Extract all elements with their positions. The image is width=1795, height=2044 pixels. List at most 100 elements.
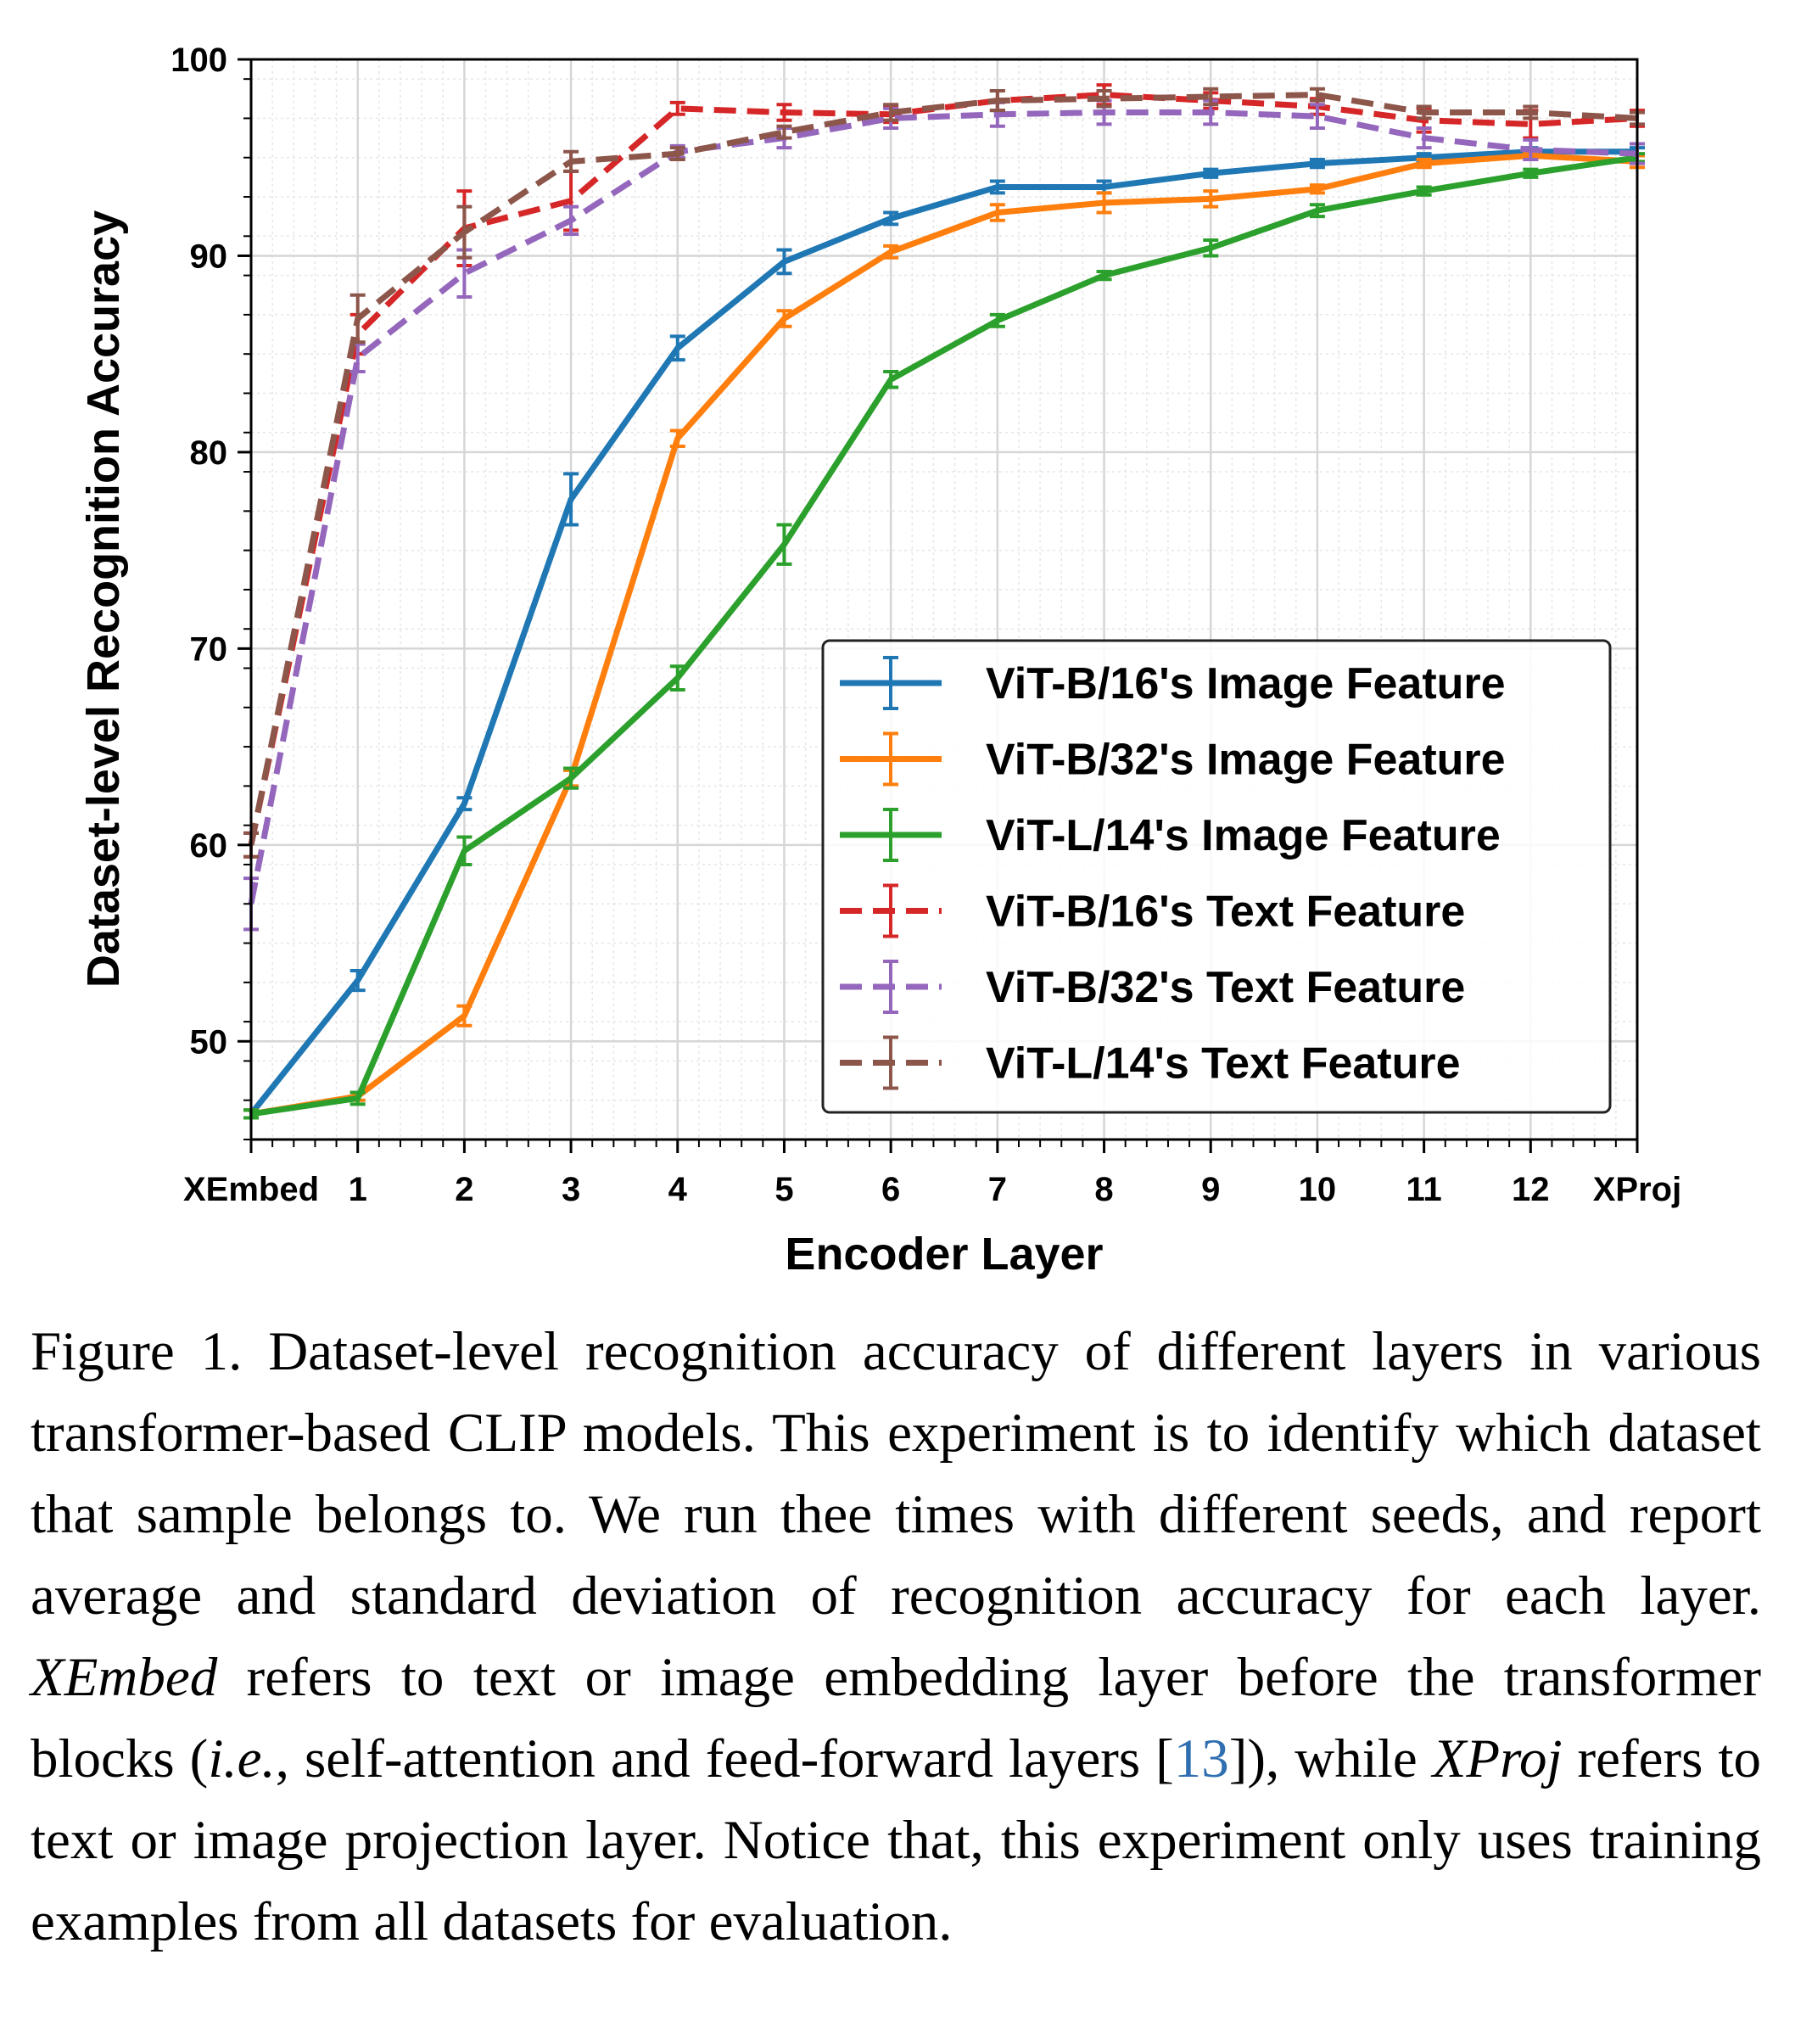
- data-point: [782, 110, 786, 115]
- data-point: [569, 497, 573, 501]
- data-point: [1422, 189, 1426, 193]
- plot-frame: [249, 58, 1639, 1141]
- y-tick-label: 80: [190, 434, 228, 472]
- data-point: [355, 356, 360, 360]
- x-tick-label: 2: [455, 1171, 473, 1208]
- data-point: [675, 676, 679, 680]
- data-point: [462, 1014, 467, 1018]
- x-tick-label: 5: [774, 1171, 793, 1208]
- y-tick-label: 70: [190, 630, 228, 668]
- data-point: [355, 978, 360, 983]
- data-point: [995, 185, 999, 189]
- data-point: [1529, 110, 1533, 115]
- data-point: [1422, 136, 1426, 140]
- x-tick-label: 8: [1094, 1171, 1113, 1208]
- legend: ViT-B/16's Image Feature ViT-B/32's Image…: [821, 639, 1612, 1114]
- y-tick-label: 100: [171, 42, 227, 79]
- caption-part3: , self-attention and feed-forward layers…: [275, 1728, 1174, 1789]
- caption-lead: Figure 1. Dataset-level recognition accu…: [31, 1321, 1761, 1627]
- citation-link-13[interactable]: 13: [1173, 1728, 1229, 1789]
- y-tick-label: 50: [190, 1023, 228, 1061]
- data-point: [889, 378, 893, 382]
- legend-label: ViT-B/16's Image Feature: [986, 659, 1506, 708]
- legend-entry-6: ViT-L/14's Text Feature: [840, 1035, 1461, 1090]
- x-axis-title: Encoder Layer: [785, 1229, 1103, 1280]
- data-point: [355, 316, 360, 321]
- y-tick-label: 90: [190, 238, 228, 275]
- y-tick-label: 60: [190, 827, 228, 865]
- legend-entry-1: ViT-B/16's Image Feature: [840, 656, 1506, 710]
- x-tick-label: 4: [668, 1171, 688, 1208]
- data-point: [1102, 200, 1106, 204]
- data-point: [782, 130, 786, 134]
- data-point: [569, 776, 573, 781]
- series-line: [250, 154, 1638, 1117]
- data-point: [889, 110, 893, 115]
- data-point: [1102, 110, 1106, 115]
- caption-part4: ]), while: [1228, 1728, 1433, 1789]
- data-point: [675, 106, 679, 110]
- legend-box: [821, 639, 1612, 1114]
- x-tick-label: XEmbed: [183, 1171, 319, 1208]
- data-point: [782, 316, 786, 321]
- data-point: [1209, 171, 1213, 176]
- series-layer: [243, 83, 1645, 1120]
- caption-part5: refers to text or image projection layer…: [31, 1728, 1761, 1952]
- data-point: [995, 318, 999, 322]
- data-point: [889, 216, 893, 221]
- data-point: [569, 199, 573, 203]
- x-tick-label: 12: [1512, 1171, 1550, 1208]
- x-tick-label: 3: [562, 1171, 580, 1208]
- legend-label: ViT-B/16's Text Feature: [986, 888, 1465, 937]
- x-tick-label: 6: [881, 1171, 900, 1208]
- legend-label: ViT-B/32's Image Feature: [986, 736, 1506, 785]
- y-axis-title: Dataset-level Recognition Accuracy: [78, 210, 129, 988]
- data-point: [1102, 97, 1106, 101]
- data-point: [1315, 209, 1319, 213]
- data-point: [1422, 110, 1426, 115]
- x-tick-label: 10: [1299, 1171, 1337, 1208]
- data-point: [1315, 115, 1319, 119]
- series-line: [249, 148, 1637, 1117]
- data-point: [675, 152, 679, 156]
- series-line: [248, 92, 1638, 846]
- data-point: [462, 802, 467, 806]
- legend-entry-5: ViT-B/32's Text Feature: [840, 960, 1465, 1014]
- data-point: [889, 249, 893, 254]
- data-point: [1315, 187, 1319, 191]
- data-point: [782, 260, 786, 264]
- data-point: [995, 210, 999, 215]
- data-point: [1529, 148, 1533, 152]
- legend-label: ViT-L/14's Text Feature: [986, 1039, 1461, 1089]
- series-line: [248, 109, 1638, 904]
- caption-xembed: XEmbed: [31, 1647, 218, 1708]
- data-point: [462, 272, 467, 276]
- legend-label: ViT-L/14's Image Feature: [986, 811, 1501, 860]
- data-point: [1529, 122, 1533, 126]
- series-line: [250, 152, 1638, 1117]
- data-point: [1529, 171, 1533, 176]
- data-point: [1209, 110, 1213, 115]
- data-point: [569, 160, 573, 164]
- data-point: [1209, 197, 1213, 201]
- data-point: [675, 436, 679, 440]
- axis-ticks: [238, 58, 1639, 1153]
- legend-entry-4: ViT-B/16's Text Feature: [840, 883, 1465, 938]
- data-point: [1315, 92, 1319, 97]
- x-tick-label: 9: [1201, 1171, 1220, 1208]
- data-point: [995, 112, 999, 116]
- figure-caption: Figure 1. Dataset-level recognition accu…: [31, 1311, 1761, 1963]
- x-tick-label: 7: [988, 1171, 1007, 1208]
- legend-label: ViT-B/32's Text Feature: [986, 963, 1465, 1012]
- legend-entry-3: ViT-L/14's Image Feature: [840, 808, 1501, 862]
- data-point: [462, 848, 467, 853]
- data-point: [1102, 185, 1106, 189]
- data-point: [1209, 246, 1213, 250]
- series-3: [243, 152, 1645, 1120]
- caption-xproj: XProj: [1432, 1728, 1563, 1789]
- minor-grid: [251, 59, 1637, 1140]
- data-point: [995, 98, 999, 103]
- x-tick-label: 11: [1406, 1171, 1441, 1208]
- x-tick-label: 1: [349, 1171, 367, 1208]
